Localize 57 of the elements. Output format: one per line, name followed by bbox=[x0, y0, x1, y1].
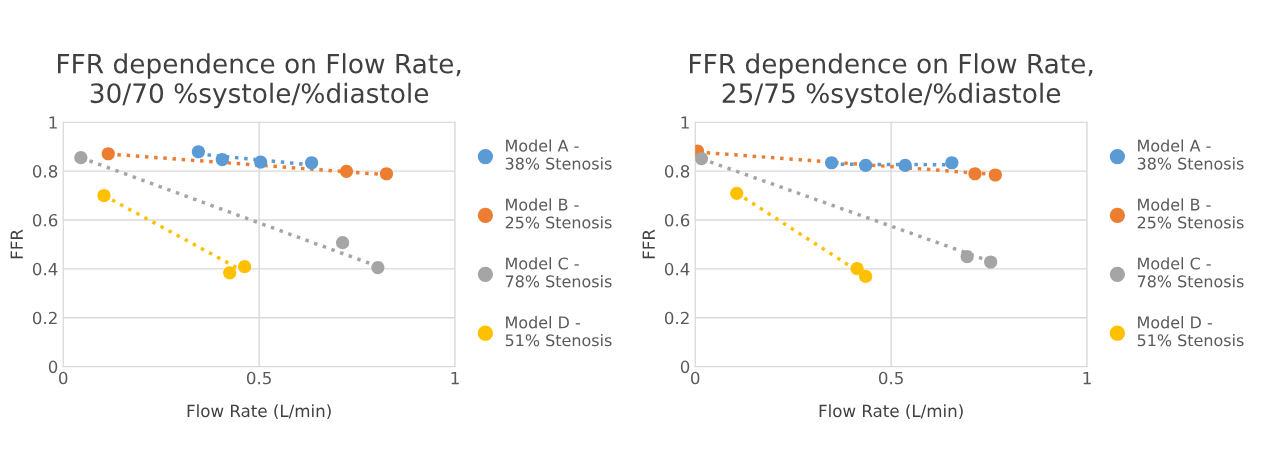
y-axis-title: FFR bbox=[642, 229, 655, 259]
point bbox=[859, 158, 873, 173]
point bbox=[223, 266, 237, 280]
point bbox=[254, 155, 268, 169]
x-axis-title: Flow Rate (L/min) bbox=[187, 404, 331, 420]
point bbox=[898, 158, 912, 173]
y-tick-label: 0.6 bbox=[32, 213, 58, 227]
y-tick-label: 0.6 bbox=[664, 213, 690, 227]
point bbox=[824, 156, 839, 170]
point bbox=[859, 269, 873, 283]
y-tick-label: 0.4 bbox=[664, 262, 690, 276]
y-tick-label: 0.4 bbox=[32, 262, 58, 276]
point bbox=[101, 147, 115, 161]
legend-label: Model D - 51% Stenosis bbox=[1137, 316, 1244, 347]
point bbox=[988, 168, 1002, 182]
y-tick-label: 1 bbox=[49, 116, 57, 129]
y-tick-label: 0.8 bbox=[32, 165, 58, 178]
y-axis-title: FFR bbox=[10, 229, 23, 259]
chart-title: FFR dependence on Flow Rate, 30/70 %systole/%diastole bbox=[58, 53, 461, 109]
legend-label: Model A - 38% Stenosis bbox=[1137, 139, 1244, 170]
point bbox=[945, 156, 959, 170]
legend-label: Model C - 78% Stenosis bbox=[505, 257, 612, 288]
point bbox=[215, 153, 229, 167]
legend-label: Model A - 38% Stenosis bbox=[505, 139, 612, 170]
point bbox=[695, 152, 709, 166]
x-tick-label: 0.5 bbox=[878, 371, 903, 385]
point bbox=[968, 167, 982, 181]
point bbox=[850, 262, 864, 276]
point bbox=[238, 260, 252, 274]
chart-title: FFR dependence on Flow Rate, 25/75 %systole/%diastole bbox=[690, 53, 1093, 109]
legend-label: Model B - 25% Stenosis bbox=[1137, 198, 1244, 229]
x-tick-label: 0 bbox=[691, 371, 700, 385]
point bbox=[339, 164, 354, 178]
point bbox=[960, 250, 974, 264]
point bbox=[335, 236, 350, 250]
point bbox=[984, 255, 998, 269]
legend-label: Model B - 25% Stenosis bbox=[505, 198, 612, 229]
legend-label: Model D - 51% Stenosis bbox=[505, 316, 612, 347]
x-tick-label: 1 bbox=[451, 371, 459, 385]
x-tick-label: 0.5 bbox=[246, 371, 271, 385]
point bbox=[97, 188, 111, 203]
point bbox=[305, 156, 319, 170]
x-tick-label: 0 bbox=[59, 371, 68, 385]
legend-label: Model C - 78% Stenosis bbox=[1137, 257, 1244, 288]
point bbox=[730, 186, 744, 200]
x-axis-title: Flow Rate (L/min) bbox=[819, 404, 963, 420]
x-tick-label: 1 bbox=[1083, 371, 1091, 385]
y-tick-label: 0.8 bbox=[664, 165, 690, 178]
point bbox=[74, 151, 88, 165]
point bbox=[371, 261, 385, 275]
y-tick-label: 0.2 bbox=[32, 311, 57, 325]
y-tick-label: 1 bbox=[681, 116, 689, 129]
y-tick-label: 0 bbox=[48, 360, 58, 374]
y-tick-label: 0 bbox=[680, 360, 690, 374]
y-tick-label: 0.2 bbox=[664, 311, 689, 325]
point bbox=[379, 167, 394, 181]
point bbox=[191, 145, 205, 159]
